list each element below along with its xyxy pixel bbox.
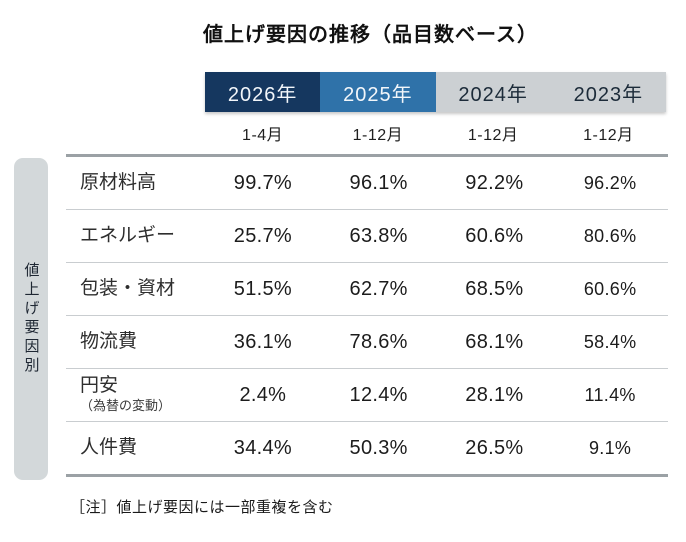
period-2026: 1-4月 [242,127,284,144]
row-label: 円安 （為替の変動） [66,375,205,414]
row-label-text: 円安 [80,375,119,397]
value-cell: 36.1% [233,330,292,353]
period-2024: 1-12月 [467,127,519,144]
period-2025: 1-12月 [352,127,404,144]
value-cell: 63.8% [349,224,408,247]
row-label-text: 物流費 [80,330,138,352]
value-cell: 62.7% [349,277,408,300]
column-header-2025: 2025年 [320,72,436,112]
value-cell: 99.7% [233,171,292,194]
value-cell: 60.6% [465,224,524,247]
value-cell: 50.3% [349,436,408,459]
row-label: 人件費 [66,436,205,459]
row-label-text: 人件費 [80,436,138,458]
table-row-raw-materials: 原材料高 99.7% 96.1% 92.2% 96.2% [66,157,668,210]
period-2023: 1-12月 [583,127,634,144]
column-header-2023: 2023年 [550,72,666,112]
row-label: エネルギー [66,224,205,247]
table-row-packaging: 包装・資材 51.5% 62.7% 68.5% 60.6% [66,263,668,316]
value-cell: 11.4% [584,384,636,405]
table-row-yen-depreciation: 円安 （為替の変動） 2.4% 12.4% 28.1% 11.4% [66,369,668,422]
footnote: ［注］値上げ要因には一部重複を含む [70,499,334,516]
table-row-labor-cost: 人件費 34.4% 50.3% 26.5% 9.1% [66,422,668,474]
value-cell: 58.4% [583,331,637,352]
value-cell: 9.1% [589,437,632,458]
value-cell: 28.1% [465,383,524,406]
value-cell: 25.7% [233,224,292,247]
value-cell: 96.2% [583,172,637,193]
value-cell: 34.4% [233,436,292,459]
value-cell: 68.1% [465,330,524,353]
row-group-badge: 値上げ要因別 [14,158,48,480]
row-label-text: 原材料高 [80,171,157,193]
row-label: 原材料高 [66,171,205,194]
value-cell: 92.2% [465,171,524,194]
value-cell: 96.1% [349,171,408,194]
value-cell: 60.6% [583,278,637,299]
value-cell: 51.5% [233,277,292,300]
column-header-2026: 2026年 [205,72,321,112]
chart-title: 値上げ要因の推移（品目数ベース） [203,24,538,46]
row-label: 物流費 [66,330,205,353]
row-group-label: 値上げ要因別 [22,262,40,376]
row-label: 包装・資材 [66,277,205,300]
row-label-subtext: （為替の変動） [80,398,172,414]
value-cell: 80.6% [583,225,637,246]
value-cell: 68.5% [465,277,524,300]
table-row-energy: エネルギー 25.7% 63.8% 60.6% 80.6% [66,210,668,263]
value-cell: 12.4% [349,383,408,406]
value-cell: 78.6% [349,330,408,353]
period-subheader-row: 1-4月 1-12月 1-12月 1-12月 [205,114,666,152]
column-header-2024: 2024年 [435,72,551,112]
value-cell: 26.5% [465,436,524,459]
data-table: 原材料高 99.7% 96.1% 92.2% 96.2% エネルギー 25.7%… [66,154,668,477]
row-label-text: エネルギー [80,224,176,246]
row-label-text: 包装・資材 [80,277,176,299]
year-header-band: 2026年 2025年 2024年 2023年 [205,72,666,112]
table-row-logistics: 物流費 36.1% 78.6% 68.1% 58.4% [66,316,668,369]
value-cell: 2.4% [239,383,287,406]
